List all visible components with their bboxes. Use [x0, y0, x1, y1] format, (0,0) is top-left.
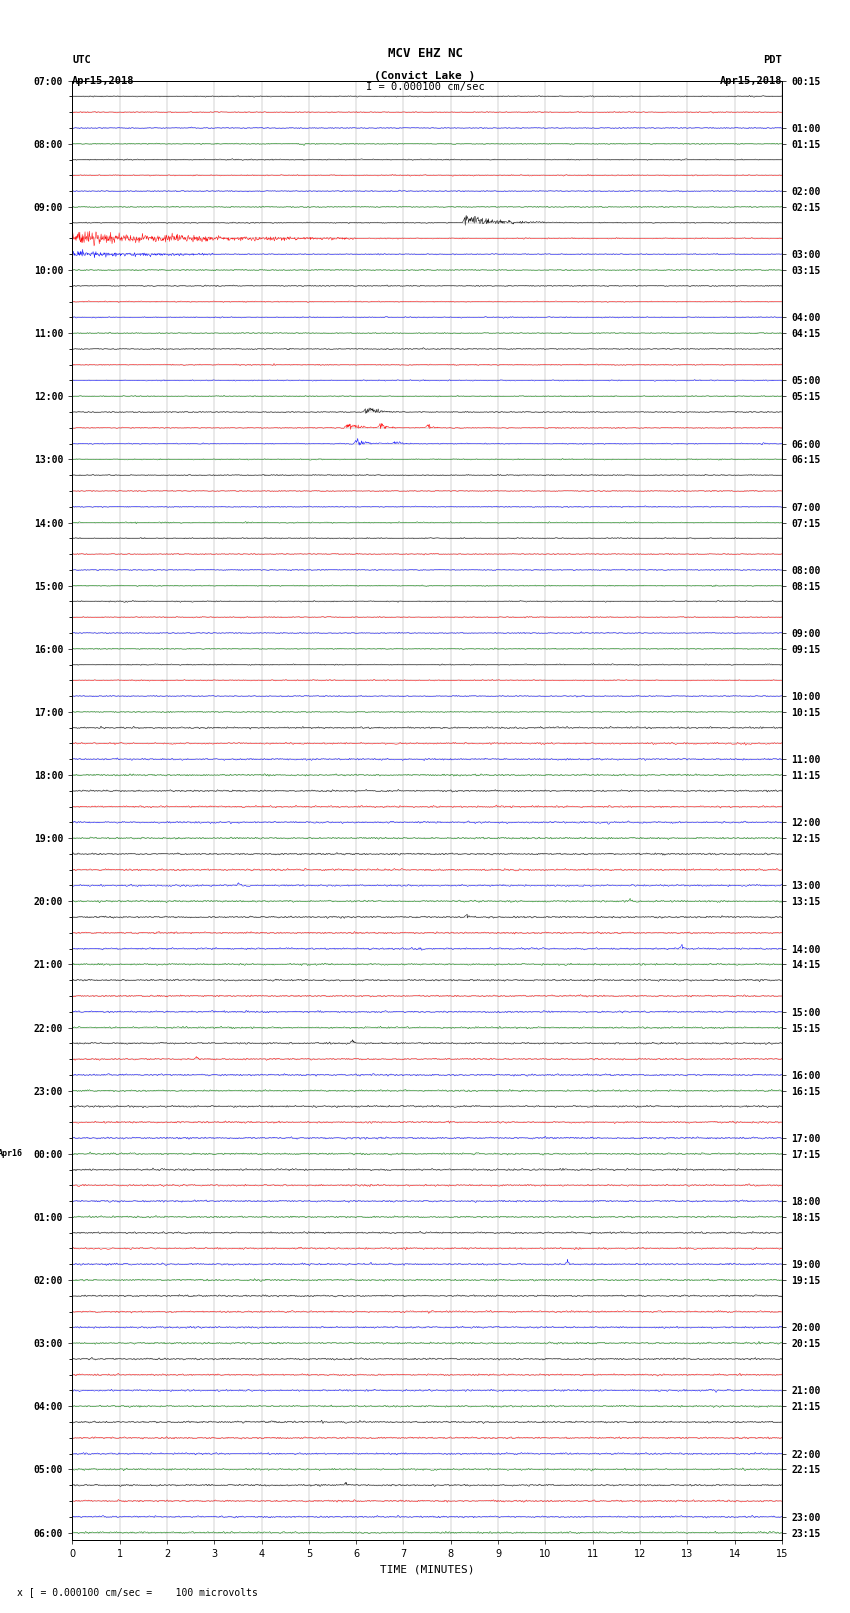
Text: Apr15,2018: Apr15,2018 [72, 76, 135, 85]
Text: UTC: UTC [72, 55, 91, 65]
Text: x [ = 0.000100 cm/sec =    100 microvolts: x [ = 0.000100 cm/sec = 100 microvolts [17, 1587, 258, 1597]
Text: Apr16: Apr16 [0, 1150, 23, 1158]
Text: MCV EHZ NC: MCV EHZ NC [388, 47, 462, 60]
Text: (Convict Lake ): (Convict Lake ) [374, 71, 476, 81]
Text: Apr15,2018: Apr15,2018 [719, 76, 782, 85]
Text: I = 0.000100 cm/sec: I = 0.000100 cm/sec [366, 82, 484, 92]
X-axis label: TIME (MINUTES): TIME (MINUTES) [380, 1565, 474, 1574]
Text: PDT: PDT [763, 55, 782, 65]
